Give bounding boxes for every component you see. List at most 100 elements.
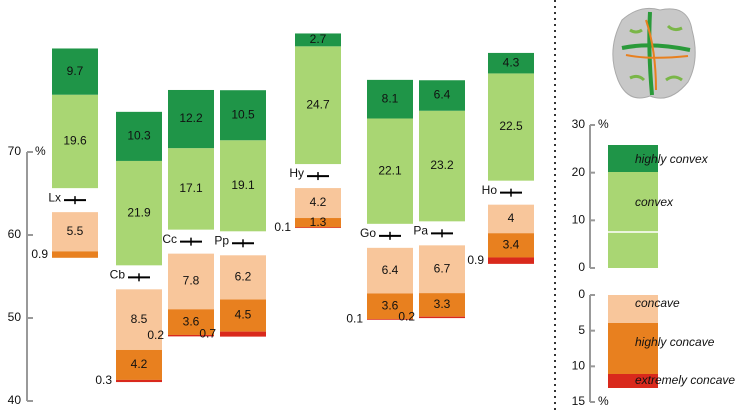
bar-segment [220, 331, 266, 337]
bar-segment [220, 90, 266, 141]
bar-segment [367, 293, 413, 320]
category-label: Cc [162, 232, 177, 246]
category-label: Pp [214, 233, 229, 247]
bar-segment [295, 188, 341, 219]
value-label: 22.5 [499, 119, 523, 133]
value-label: 12.2 [179, 111, 203, 125]
value-label: 0.9 [31, 247, 48, 261]
bar-segment [488, 204, 534, 234]
bar-segment [367, 247, 413, 294]
bar-segment [116, 349, 162, 380]
value-label: 4 [508, 211, 515, 225]
legend-unit: % [598, 117, 609, 131]
value-label: 3.6 [382, 298, 399, 312]
legend-tick-label: 10 [572, 359, 586, 373]
category-label: Ho [482, 183, 498, 197]
value-label: 0.9 [467, 253, 484, 267]
value-label: 0.3 [95, 373, 112, 387]
value-label: 6.7 [434, 261, 451, 275]
bar-segment [116, 379, 162, 383]
value-label: 8.5 [131, 312, 148, 326]
tooth-image [612, 7, 696, 99]
bar-segment [419, 293, 465, 317]
value-label: 6.4 [434, 88, 451, 102]
bar-segment [220, 140, 266, 232]
value-label: 0.7 [199, 326, 216, 340]
bar-segment [220, 255, 266, 300]
y-tick-label: 60 [8, 227, 22, 241]
value-label: 10.5 [231, 107, 255, 121]
bar-segment [488, 233, 534, 258]
legend-tick-label: 5 [578, 323, 585, 337]
value-label: 4.2 [310, 195, 327, 209]
legend-boxes [608, 145, 658, 388]
bar-segment [168, 253, 214, 310]
bar-segment [295, 227, 341, 229]
legend-tick-label: 0 [578, 260, 585, 274]
value-label: 17.1 [179, 181, 203, 195]
value-label: 6.2 [235, 270, 252, 284]
bar-segment [168, 334, 214, 337]
bar-segment [168, 89, 214, 149]
value-label: 19.6 [63, 134, 87, 148]
bar-segment [367, 79, 413, 119]
value-label: 22.1 [378, 163, 402, 177]
value-label: 4.5 [235, 308, 252, 322]
legend-label: concave [635, 296, 680, 310]
category-label: Lx [48, 190, 61, 204]
y-tick-label: 40 [8, 393, 22, 407]
value-label: 3.3 [434, 297, 451, 311]
legend-tick-label: 30 [572, 117, 586, 131]
bar-segment [295, 33, 341, 47]
value-label: 5.5 [67, 224, 84, 238]
bar-segment [52, 251, 98, 258]
bar-segment [52, 94, 98, 189]
value-label: 2.7 [310, 32, 327, 46]
bar-segment [419, 110, 465, 222]
value-label: 0.2 [398, 310, 415, 324]
bar-segment [295, 46, 341, 165]
category-label: Go [360, 226, 376, 240]
value-label: 8.1 [382, 91, 399, 105]
value-label: 6.4 [382, 263, 399, 277]
value-label: 0.1 [346, 312, 363, 326]
value-label: 21.9 [127, 205, 151, 219]
value-label: 4.3 [503, 55, 520, 69]
bar-segment [367, 118, 413, 224]
legend-label: extremely concave [635, 373, 735, 387]
legend-tick-label: 10 [572, 213, 586, 227]
legend-label: highly concave [635, 335, 715, 349]
category-label: Hy [289, 166, 304, 180]
bar-segment [52, 48, 98, 95]
y-unit: % [35, 144, 46, 158]
legend-unit: % [598, 394, 609, 408]
bar-segment [419, 80, 465, 111]
bar-segment [488, 73, 534, 181]
bar-segment [488, 52, 534, 74]
value-label: 23.2 [430, 158, 454, 172]
value-label: 9.7 [67, 64, 84, 78]
value-label: 3.6 [183, 314, 200, 328]
bar-segment [168, 148, 214, 230]
value-label: 0.2 [147, 328, 164, 342]
legend-tick-label: 15 [572, 394, 586, 408]
bar-segment [419, 316, 465, 319]
legend-tick-label: 0 [578, 287, 585, 301]
category-label: Cb [110, 268, 126, 282]
category-label: Pa [413, 224, 428, 238]
bar-segment [116, 289, 162, 350]
value-label: 3.4 [503, 238, 520, 252]
y-tick-label: 70 [8, 144, 22, 158]
value-label: 7.8 [183, 274, 200, 288]
value-label: 19.1 [231, 178, 255, 192]
bar-segment [168, 309, 214, 335]
value-label: 24.7 [306, 97, 330, 111]
y-tick-label: 50 [8, 310, 22, 324]
bar-segment [220, 299, 266, 332]
legend-label: highly convex [635, 152, 709, 166]
value-label: 4.2 [131, 357, 148, 371]
bar-segment [116, 160, 162, 266]
bar-segment [52, 212, 98, 252]
value-label: 10.3 [127, 129, 151, 143]
